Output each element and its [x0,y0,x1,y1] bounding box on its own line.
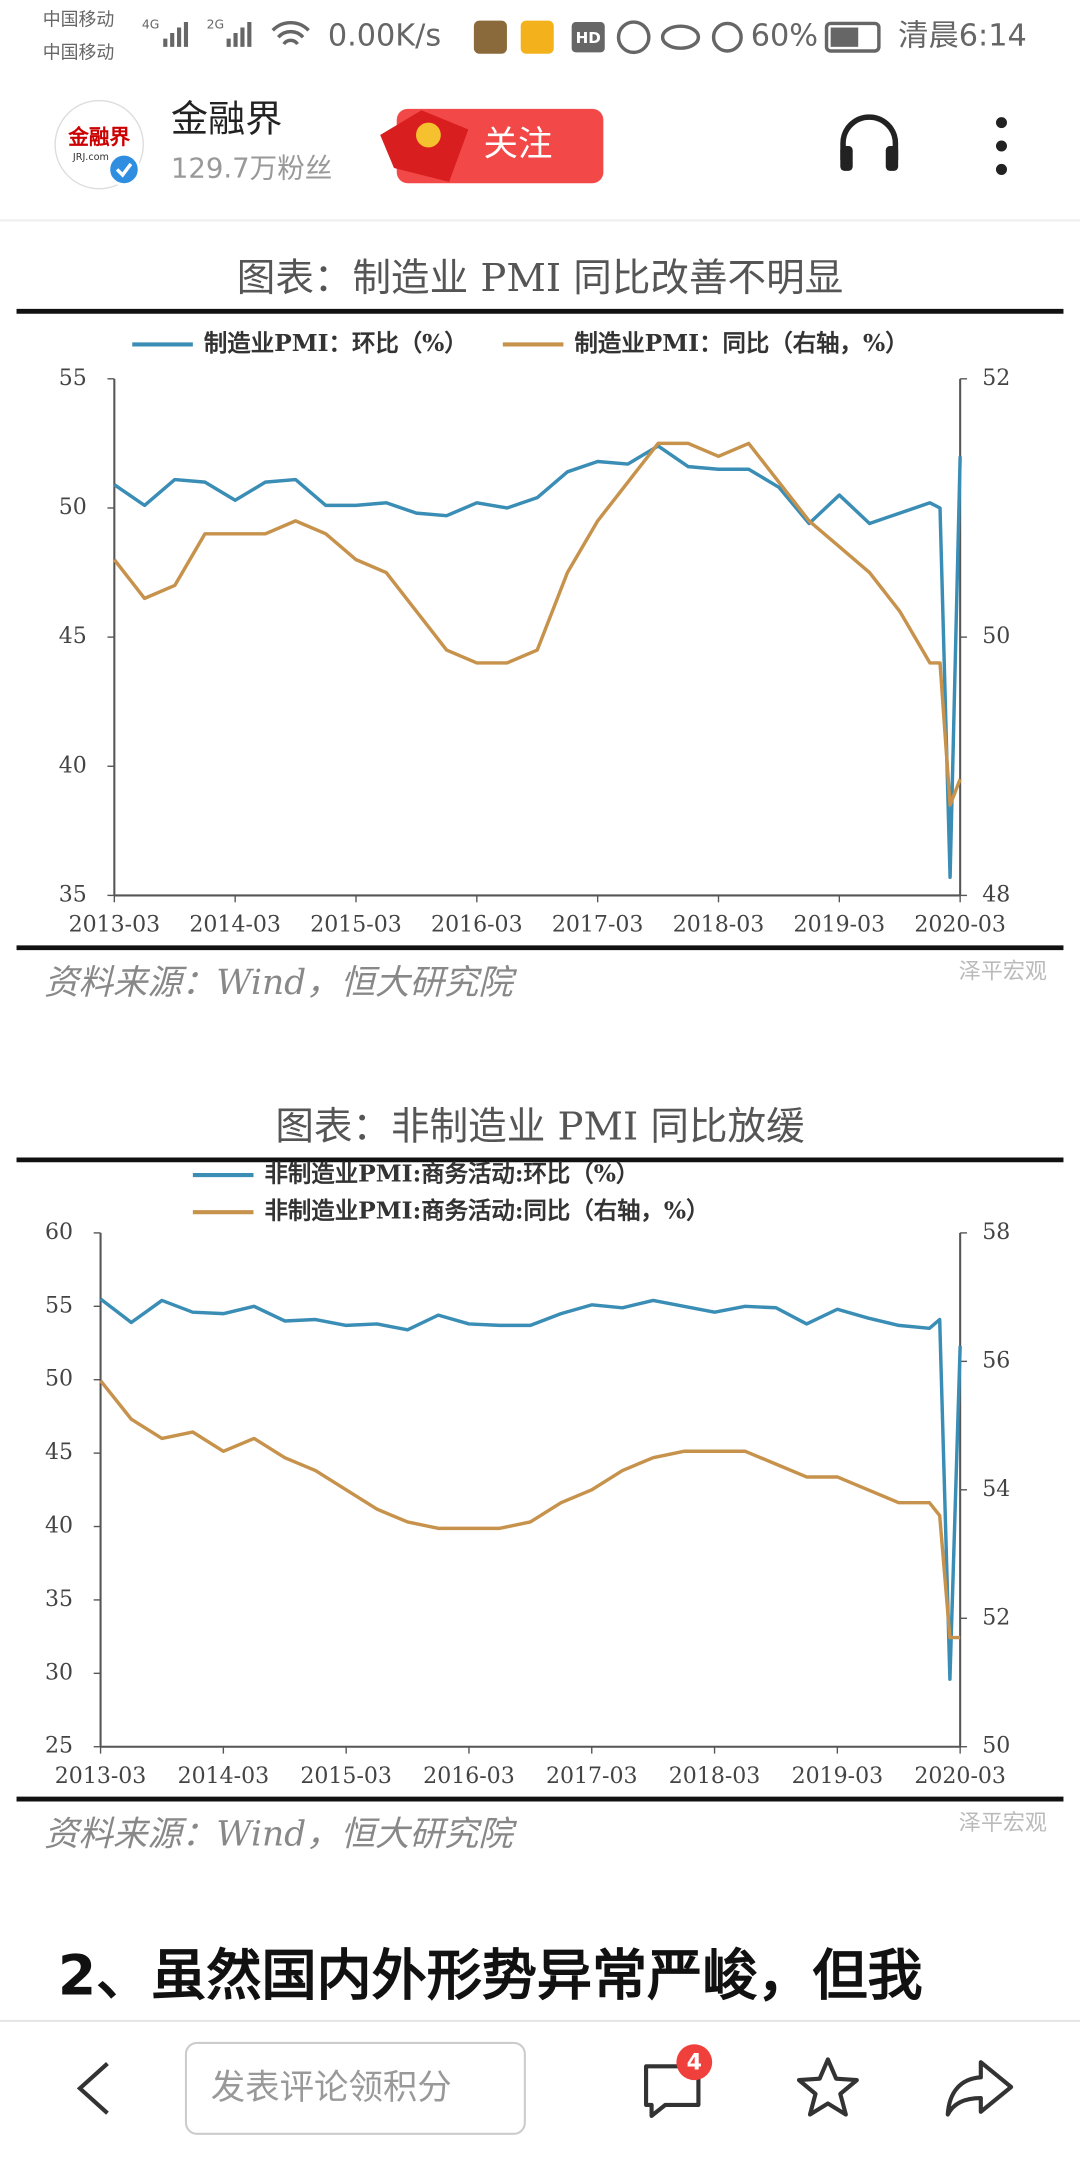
audio-icon[interactable] [840,114,899,160]
followers: 129.7万粉丝 [171,152,333,184]
signal-icon [163,22,189,47]
line-series [113,444,962,880]
line-series [112,441,962,807]
y2-tick-label: 56 [982,1348,1010,1373]
logo-sub: JRJ.com [72,152,109,163]
bottom-bar-bg [0,2020,1080,2160]
battery-level: 60% [751,19,818,54]
comment-placeholder: 发表评论领积分 [211,2068,452,2108]
icon [616,20,651,55]
account-name[interactable]: 金融界 [171,97,283,141]
network: 2G [207,16,224,31]
y2-tick-label: 52 [982,366,1010,391]
source-note: 资料来源：Wind，恒大研究院 [44,1814,517,1854]
x-tick-label: 2018-03 [673,913,765,938]
x-tick-label: 2017-03 [552,913,644,938]
logo: 金融界 [67,125,130,149]
network: 4G [142,16,159,31]
y2-tick-label: 50 [982,624,1010,649]
alarm-icon [711,21,743,53]
y2-tick-label: 52 [982,1605,1010,1630]
y-tick-label: 45 [59,624,87,649]
app-icon [473,20,507,54]
y-tick-label: 60 [45,1220,73,1245]
x-tick-label: 2016-03 [423,1764,515,1789]
x-tick-label: 2015-03 [300,1764,392,1789]
favorite-button[interactable] [796,2057,859,2117]
source-note: 资料来源：Wind，恒大研究院 [44,963,517,1003]
y-tick-label: 40 [59,753,87,778]
x-tick-label: 2019-03 [792,1764,884,1789]
follow-label: 关注 [484,125,553,165]
y2-tick-label: 48 [982,882,1010,907]
comment-input[interactable] [184,2041,526,2135]
x-tick-label: 2013-03 [55,1764,147,1789]
line-series [99,1379,961,1640]
x-tick-label: 2017-03 [546,1764,638,1789]
coin-icon [416,122,441,148]
net-speed: 0.00K/s [328,19,441,54]
legend-label: 非制造业PMI:商务活动:同比（右轴，%） [264,1197,709,1225]
y-tick-label: 35 [59,882,87,907]
header: 金融界 JRJ.com 金融界 129.7万粉丝 关注 [0,97,1080,222]
legend-label: 非制造业PMI:商务活动:环比（%） [264,1160,639,1188]
audio-icon-part [885,146,899,171]
x-tick-label: 2020-03 [914,913,1006,938]
y-tick-label: 45 [45,1440,73,1465]
x-tick-label: 2016-03 [431,913,523,938]
mail-icon [520,20,554,54]
y2-tick-label: 58 [982,1220,1010,1245]
comment-count: 4 [687,2051,702,2076]
check-icon [115,162,133,178]
y-tick-label: 55 [45,1293,73,1318]
status-bar: 中国移动 中国移动 4G 2G 0.00K/s HD 60% 清晨6:14 [43,10,1027,64]
x-tick-label: 2018-03 [669,1764,761,1789]
x-tick-label: 2020-03 [914,1764,1006,1789]
chart-title: 图表：非制造业 PMI 同比放缓 [275,1105,804,1150]
carrier: 中国移动 [43,10,115,31]
audio-icon-part [840,146,853,171]
x-tick-label: 2019-03 [794,913,886,938]
battery-fill [830,27,859,47]
wifi-icon [271,20,310,46]
y-tick-label: 55 [59,366,87,391]
y-tick-label: 50 [45,1367,73,1392]
y-tick-label: 50 [59,495,87,520]
hd-label: HD [576,29,601,47]
comment-badge [676,2044,713,2081]
watermark: 泽平宏观 [959,960,1047,985]
x-tick-label: 2014-03 [178,1764,270,1789]
legend-label: 制造业PMI：环比（%） [204,329,468,357]
y2-tick-label: 54 [982,1477,1010,1502]
share-button[interactable] [945,2060,1014,2117]
y-tick-label: 25 [45,1734,73,1759]
x-tick-label: 2013-03 [69,913,161,938]
eye-icon [660,24,701,50]
bottom-bar: 发表评论领积分 4 [0,2019,1080,2160]
verified-badge [107,152,141,186]
hd-icon [571,22,605,53]
signal-icon [226,22,252,47]
y-tick-label: 40 [45,1514,73,1539]
article-heading: 2、虽然国内外形势异常严峻，但我 [58,1944,923,2008]
y-tick-label: 35 [45,1587,73,1612]
carrier: 中国移动 [43,43,115,64]
battery-icon [824,21,881,53]
y2-tick-label: 50 [982,1734,1010,1759]
y-tick-label: 30 [45,1660,73,1685]
x-tick-label: 2015-03 [310,913,402,938]
chart-title: 图表：制造业 PMI 同比改善不明显 [237,256,844,301]
watermark: 泽平宏观 [959,1811,1047,1836]
x-tick-label: 2014-03 [189,913,281,938]
legend-label: 制造业PMI：同比（右轴，%） [574,329,908,357]
back-button[interactable] [76,2062,109,2115]
line-series [99,1297,962,1681]
more-icon[interactable] [995,117,1007,175]
clock: 清晨6:14 [898,19,1027,54]
